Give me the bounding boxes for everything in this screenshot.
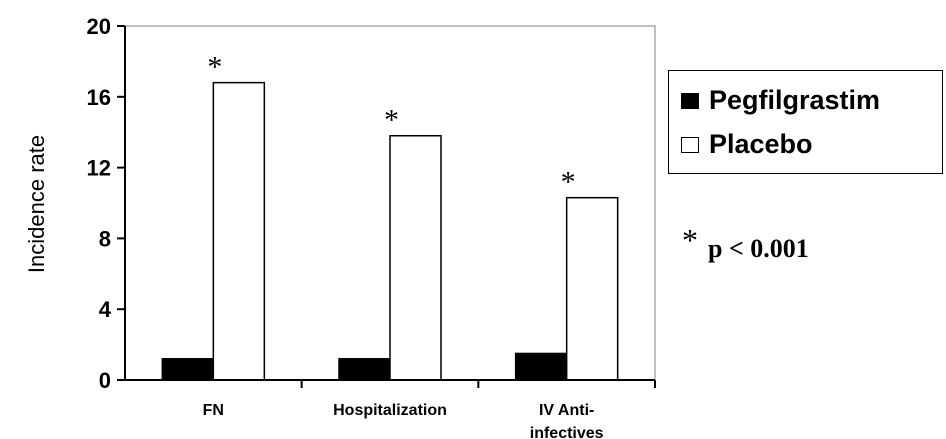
y-tick-label: 16 [87,85,111,110]
legend-label-placebo: Placebo [709,129,813,159]
x-category-label: infectives [530,425,604,439]
category-labels: FN Hospitalization IV Anti-infectives [203,402,604,439]
y-axis-title: Incidence rate [24,135,49,273]
legend-item-pegfilgrastim: Pegfilgrastim [681,85,880,116]
legend-item-placebo: Placebo [681,129,813,160]
bar-pegfilgrastim-0 [161,358,215,381]
x-category-label: Hospitalization [333,402,447,419]
legend-label-pegfilgrastim: Pegfilgrastim [709,85,881,115]
significance-note-text: p < 0.001 [708,234,809,263]
significance-marker: * [207,51,222,84]
bar-placebo-2 [565,196,619,381]
y-tick-label: 12 [87,156,111,181]
y-axis-ticks: 0 4 8 12 16 20 [87,14,656,393]
bar-pegfilgrastim-2 [514,352,568,381]
x-category-label: FN [203,402,224,419]
bars: * * * [161,51,619,381]
x-category-label: IV Anti- [539,402,594,419]
bar-pegfilgrastim-1 [338,358,391,381]
significance-note-marker: * [682,222,698,258]
y-tick-label: 0 [99,368,111,393]
y-tick-label: 8 [99,226,111,251]
y-tick-label: 4 [99,297,112,322]
significance-marker: * [561,166,576,199]
significance-marker: * [384,104,399,137]
significance-note: * p < 0.001 [682,222,809,263]
bar-placebo-0 [212,81,266,381]
y-tick-label: 20 [87,14,111,39]
bar-placebo-1 [389,134,442,381]
pegfilgrastim-swatch [681,92,699,109]
placebo-swatch [681,136,699,153]
legend: Pegfilgrastim Placebo [668,70,943,174]
